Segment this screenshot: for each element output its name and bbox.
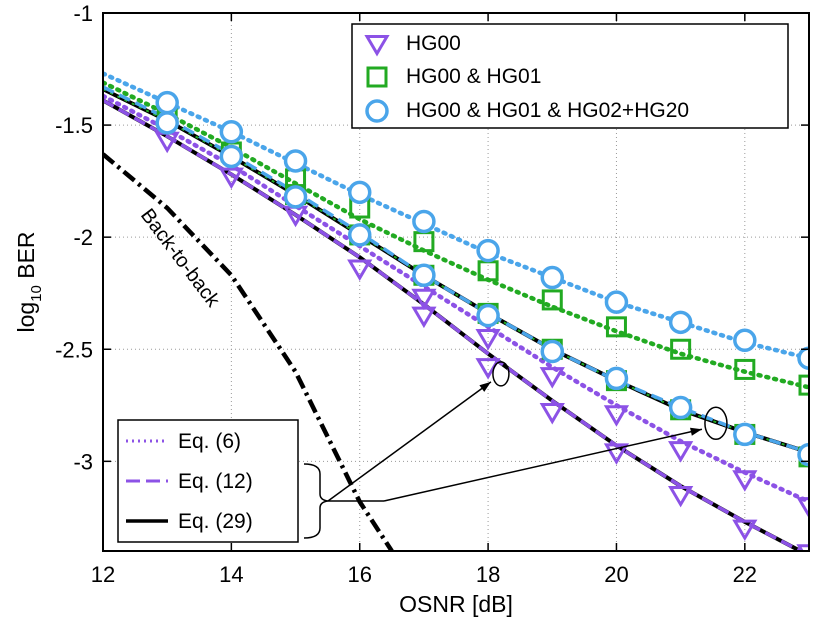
y-axis-label-main: log <box>13 302 39 333</box>
data-point-hg00-hg01-hg02-hg20 <box>733 328 757 353</box>
legend-entry-hg00-hg01-hg02-hg20: HG00 & HG01 & HG02+HG20 <box>406 99 689 122</box>
x-tick-label: 12 <box>91 562 115 587</box>
data-point-hg00 <box>475 329 501 351</box>
data-point-hg00-hg01 <box>670 338 692 360</box>
data-point-hg00-hg01-hg02-hg20 <box>476 303 500 328</box>
data-point-hg00 <box>668 441 694 463</box>
legend-entry-eq29: Eq. (29) <box>178 510 253 533</box>
legend-brace <box>303 463 329 539</box>
data-point-hg00-hg01-hg02-hg20 <box>347 223 372 247</box>
data-point-hg00-hg01-hg02-hg20 <box>219 120 244 144</box>
data-point-hg00-hg01-hg02-hg20 <box>412 263 436 288</box>
legend-marker-circle <box>365 99 389 123</box>
x-tick-label: 18 <box>476 562 500 587</box>
data-point-hg00-hg01-hg02-hg20 <box>412 209 436 234</box>
annotation-layer <box>327 361 728 502</box>
annotation-arrow-line <box>327 381 492 502</box>
x-tick-label: 16 <box>347 562 371 587</box>
data-point-hg00-hg01-hg02-hg20 <box>668 310 693 335</box>
data-point-hg00-hg01 <box>605 316 627 338</box>
svg-text:log10 BER: log10 BER <box>13 231 45 332</box>
axis-ticks: 12 14 16 18 20 22 -1 -1.5 -2 -2.5 -3 <box>55 1 809 587</box>
x-axis-label: OSNR [dB] <box>399 591 513 617</box>
data-point-hg00 <box>603 443 630 465</box>
data-point-hg00-hg01 <box>541 289 563 311</box>
y-tick-label: -1.5 <box>55 113 93 138</box>
data-point-hg00 <box>539 403 565 425</box>
data-point-hg00-hg01-hg02-hg20 <box>797 442 809 467</box>
data-point-hg00-hg01-hg02-hg20 <box>283 185 308 209</box>
data-point-hg00-hg01-hg02-hg20 <box>797 346 809 370</box>
series-line-overlay-hg00-hg01-eq-29- <box>103 88 809 454</box>
data-point-hg00 <box>218 167 244 190</box>
series-line-hg00-hg01-eq-6- <box>103 80 809 390</box>
data-point-hg00-hg01-hg02-hg20 <box>604 366 629 391</box>
annotation-arrow-head <box>479 381 491 392</box>
annotation-arrow-head <box>690 427 702 436</box>
legend-bottom: Eq. (6) Eq. (12) Eq. (29) <box>117 419 299 543</box>
legend-marker-triangle-down <box>364 35 390 57</box>
plot-frame <box>102 12 810 552</box>
plot-area <box>103 71 809 551</box>
data-point-hg00 <box>796 497 809 519</box>
data-point-hg00-hg01-hg02-hg20 <box>155 90 179 115</box>
data-point-hg00-hg01-hg02-hg20 <box>540 339 565 364</box>
legend-entry-eq12: Eq. (12) <box>178 470 253 493</box>
data-point-hg00-hg01-hg02-hg20 <box>155 111 179 135</box>
legend-entry-hg00: HG00 <box>406 32 461 55</box>
data-point-hg00-hg01 <box>734 358 756 380</box>
x-tick-label: 20 <box>604 562 628 587</box>
data-point-hg00-hg01-hg02-hg20 <box>540 265 565 290</box>
legend-marker-square <box>366 66 388 88</box>
data-point-hg00 <box>732 519 758 542</box>
data-point-hg00-hg01-hg02-hg20 <box>604 290 629 314</box>
legend-entry-hg00-hg01: HG00 & HG01 <box>406 65 541 88</box>
y-tick-label: -2 <box>73 225 93 250</box>
data-point-hg00 <box>668 485 694 508</box>
y-axis-label: log10 BER <box>13 231 45 332</box>
data-point-hg00-hg01 <box>798 374 809 396</box>
data-point-hg00-hg01-hg02-hg20 <box>668 395 693 420</box>
y-axis-label-tail: BER <box>13 231 39 285</box>
y-axis-label-sub: 10 <box>28 285 45 302</box>
y-tick-label: -2.5 <box>55 337 93 362</box>
data-point-hg00-hg01-hg02-hg20 <box>476 238 500 263</box>
data-point-hg00-hg01-hg02-hg20 <box>283 149 308 173</box>
y-tick-label: -3 <box>73 449 93 474</box>
legend-top: HG00 HG00 & HG01 HG00 & HG01 & HG02+HG20 <box>351 23 789 129</box>
data-point-hg00-hg01-hg02-hg20 <box>347 180 372 205</box>
y-tick-label: -1 <box>73 1 93 26</box>
data-point-hg00-hg01-hg02-hg20 <box>219 144 244 169</box>
annotation-ellipse <box>704 406 728 440</box>
data-point-hg00 <box>539 367 565 389</box>
data-point-hg00 <box>411 288 437 311</box>
legend-top-box <box>351 23 789 129</box>
annotation-arrow-line <box>383 428 703 502</box>
x-tick-label: 14 <box>219 562 243 587</box>
data-point-hg00 <box>347 259 373 282</box>
data-point-hg00 <box>603 405 630 427</box>
x-tick-label: 22 <box>733 562 757 587</box>
data-point-hg00 <box>732 470 758 492</box>
annotation-ellipse <box>492 361 510 387</box>
legend-entry-eq6: Eq. (6) <box>178 430 241 453</box>
data-point-hg00-hg01-hg02-hg20 <box>733 422 757 447</box>
